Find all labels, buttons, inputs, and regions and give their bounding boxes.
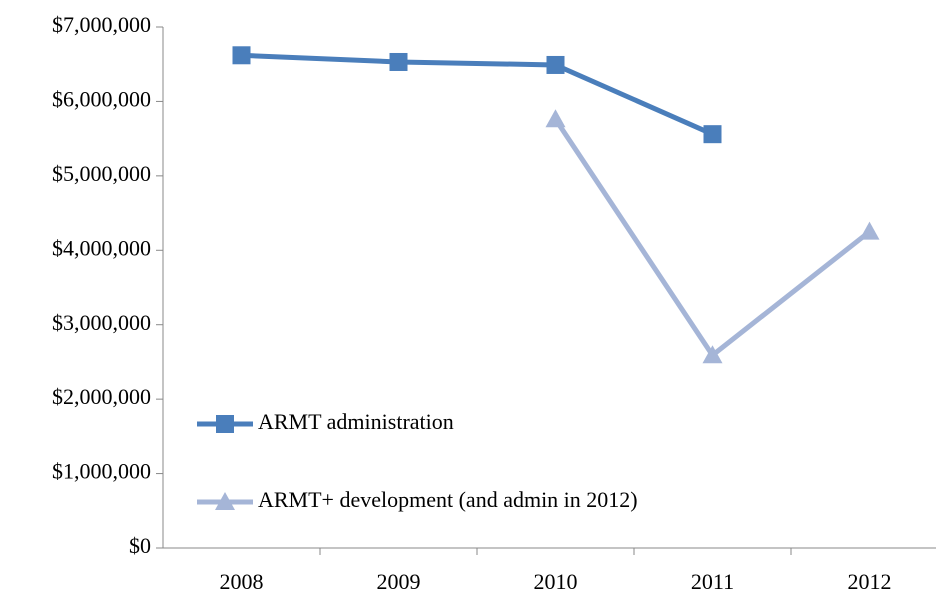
y-tick-label: $7,000,000 bbox=[52, 12, 151, 37]
data-point bbox=[702, 345, 723, 364]
data-point bbox=[389, 52, 408, 71]
legend-marker bbox=[215, 492, 235, 510]
data-point bbox=[546, 55, 565, 74]
y-tick-label: $4,000,000 bbox=[52, 235, 151, 260]
x-tick-label: 2011 bbox=[691, 569, 734, 594]
data-point bbox=[545, 109, 566, 128]
y-tick-label: $5,000,000 bbox=[52, 161, 151, 186]
legend-label: ARMT administration bbox=[258, 409, 454, 434]
y-tick-label: $6,000,000 bbox=[52, 86, 151, 111]
x-tick-label: 2012 bbox=[848, 569, 892, 594]
x-tick-label: 2009 bbox=[377, 569, 421, 594]
series-line bbox=[553, 117, 872, 359]
legend-marker bbox=[216, 415, 234, 433]
x-tick-label: 2008 bbox=[220, 569, 264, 594]
data-point bbox=[703, 125, 722, 144]
x-tick-label: 2010 bbox=[534, 569, 578, 594]
y-tick-label: $3,000,000 bbox=[52, 310, 151, 335]
legend-label: ARMT+ development (and admin in 2012) bbox=[258, 487, 638, 512]
y-tick-label: $0 bbox=[129, 533, 151, 558]
series-line bbox=[241, 52, 714, 137]
data-point bbox=[232, 46, 251, 65]
y-tick-label: $2,000,000 bbox=[52, 384, 151, 409]
y-tick-label: $1,000,000 bbox=[52, 459, 151, 484]
data-point bbox=[859, 221, 880, 240]
